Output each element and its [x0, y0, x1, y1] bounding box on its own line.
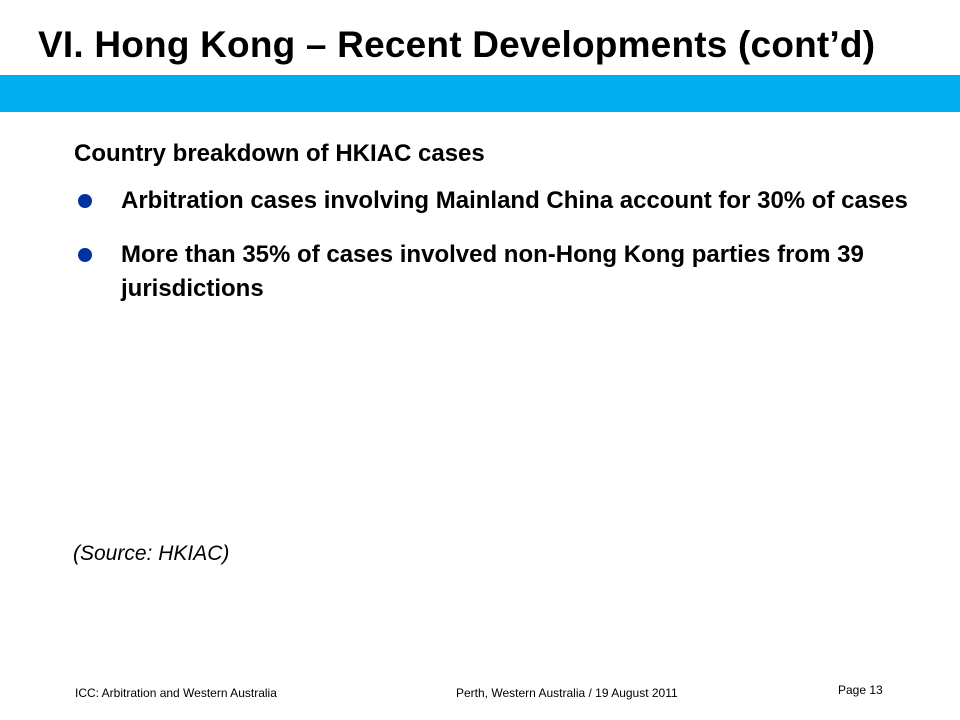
- footer-page-number: Page 13: [838, 683, 883, 697]
- title-accent-band: [0, 75, 960, 112]
- bullet-text: Arbitration cases involving Mainland Chi…: [121, 187, 908, 214]
- footer-location-date: Perth, Western Australia / 19 August 201…: [456, 686, 678, 700]
- footer-presentation-title: ICC: Arbitration and Western Australia: [75, 686, 277, 700]
- bullet-dot-icon: [78, 248, 92, 262]
- bullet-item-non-hong-kong-parties: More than 35% of cases involved non-Hong…: [74, 238, 914, 306]
- bullet-item-mainland-china: Arbitration cases involving Mainland Chi…: [74, 184, 914, 218]
- bullet-list: Arbitration cases involving Mainland Chi…: [74, 184, 914, 306]
- source-note: (Source: HKIAC): [73, 542, 230, 565]
- slide-title: VI. Hong Kong – Recent Developments (con…: [38, 24, 876, 65]
- bullet-dot-icon: [78, 194, 92, 208]
- slide-content: Country breakdown of HKIAC cases Arbitra…: [74, 136, 914, 326]
- section-heading: Country breakdown of HKIAC cases: [74, 140, 485, 167]
- bullet-text: More than 35% of cases involved non-Hong…: [121, 241, 864, 302]
